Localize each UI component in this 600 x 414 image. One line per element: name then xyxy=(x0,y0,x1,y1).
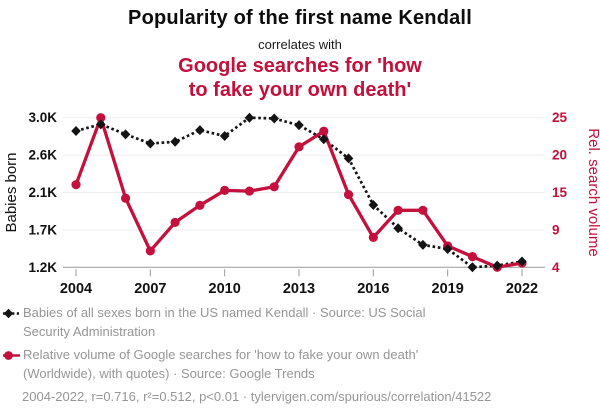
x-tick-label: 2016 xyxy=(357,281,389,297)
data-point-circle xyxy=(319,126,329,136)
chart-legend: Babies of all sexes born in the US named… xyxy=(3,303,435,387)
subtitle-line-2: to fake your own death' xyxy=(188,79,412,101)
y-tick-label: 15 xyxy=(552,185,568,200)
x-tick-label: 2007 xyxy=(134,281,166,297)
y-tick-label: 20 xyxy=(552,148,567,163)
y-tick-label: 2.1K xyxy=(28,185,57,200)
x-tick-label: 2010 xyxy=(209,281,241,297)
data-point-circle xyxy=(467,252,478,262)
data-point-diamond xyxy=(318,134,329,145)
correlates-with-label: correlates with xyxy=(258,37,342,52)
y-tick-label: 4 xyxy=(552,260,560,275)
y-tick-label: 2.6K xyxy=(28,148,57,163)
data-point-diamond xyxy=(467,262,478,273)
data-point-circle xyxy=(145,246,155,256)
data-point-circle xyxy=(195,200,205,210)
right-axis-title: Rel. search volume xyxy=(585,128,600,256)
data-point-circle xyxy=(343,190,354,200)
x-tick-label: 2004 xyxy=(60,281,92,297)
data-point-diamond xyxy=(120,129,131,140)
y-tick-label: 25 xyxy=(552,110,568,125)
data-point-diamond xyxy=(517,256,527,267)
data-point-diamond xyxy=(269,113,280,124)
y-tick-label: 1.2K xyxy=(28,260,57,275)
data-point-circle xyxy=(269,182,279,192)
data-point-circle xyxy=(170,217,180,228)
data-point-diamond xyxy=(294,120,304,131)
left-axis-title: Babies born xyxy=(3,152,20,232)
data-point-diamond xyxy=(71,125,81,136)
y-tick-label: 9 xyxy=(552,222,560,237)
chart-canvas: 2004 2007 2010 2013 2016 2019 2022 1.2K 1.7K 2.1K… xyxy=(3,110,600,297)
x-axis: 2004 2007 2010 2013 2016 2019 2022 xyxy=(60,266,545,297)
data-point-circle xyxy=(393,205,403,215)
data-point-diamond xyxy=(368,199,379,210)
x-tick-label: 2019 xyxy=(432,281,464,297)
data-point-diamond xyxy=(170,136,180,147)
data-point-diamond xyxy=(244,112,255,123)
data-point-diamond xyxy=(219,130,230,141)
data-point-diamond xyxy=(418,239,428,250)
data-point-diamond xyxy=(393,223,403,234)
data-point-circle xyxy=(294,142,304,152)
chart-title: Popularity of the first name Kendall xyxy=(128,7,472,29)
gridlines xyxy=(63,117,545,231)
data-point-circle xyxy=(368,232,378,242)
data-point-diamond xyxy=(195,125,205,136)
data-point-circle xyxy=(244,186,255,196)
y-tick-label: 3.0K xyxy=(28,110,57,125)
left-axis: 1.2K 1.7K 2.1K 2.6K 3.0K Babies born xyxy=(3,110,57,275)
data-point-diamond xyxy=(492,260,503,271)
data-point-circle xyxy=(418,205,428,215)
black-diamond-dotted-line-icon xyxy=(3,308,20,319)
legend-label: Babies of all sexes born in the US named… xyxy=(23,305,426,339)
data-point-diamond xyxy=(442,244,453,255)
red-circle-solid-line-icon xyxy=(3,351,20,360)
legend-label: Relative volume of Google searches for '… xyxy=(23,347,419,381)
legend-item-searches: Relative volume of Google searches for '… xyxy=(3,345,435,383)
legend-item-babies: Babies of all sexes born in the US named… xyxy=(3,303,435,341)
x-tick-label: 2022 xyxy=(506,281,538,297)
chart-subtitle: Google searches for 'how to fake your ow… xyxy=(0,54,600,102)
stats-footer: 2004-2022, r=0.716, r²=0.512, p<0.01 · t… xyxy=(22,389,492,404)
data-point-diamond xyxy=(343,153,354,164)
data-point-circle xyxy=(71,180,81,190)
data-point-circle xyxy=(120,193,131,203)
data-point-diamond xyxy=(145,138,156,149)
series-babies-markers xyxy=(71,112,527,273)
y-tick-label: 1.7K xyxy=(28,222,57,237)
data-point-diamond xyxy=(95,119,106,130)
x-tick-label: 2013 xyxy=(283,281,315,297)
right-axis: 4 9 15 20 25 Rel. search volume xyxy=(552,110,600,275)
subtitle-line-1: Google searches for 'how xyxy=(178,55,422,77)
data-point-circle xyxy=(96,113,106,123)
data-point-circle xyxy=(220,185,230,195)
